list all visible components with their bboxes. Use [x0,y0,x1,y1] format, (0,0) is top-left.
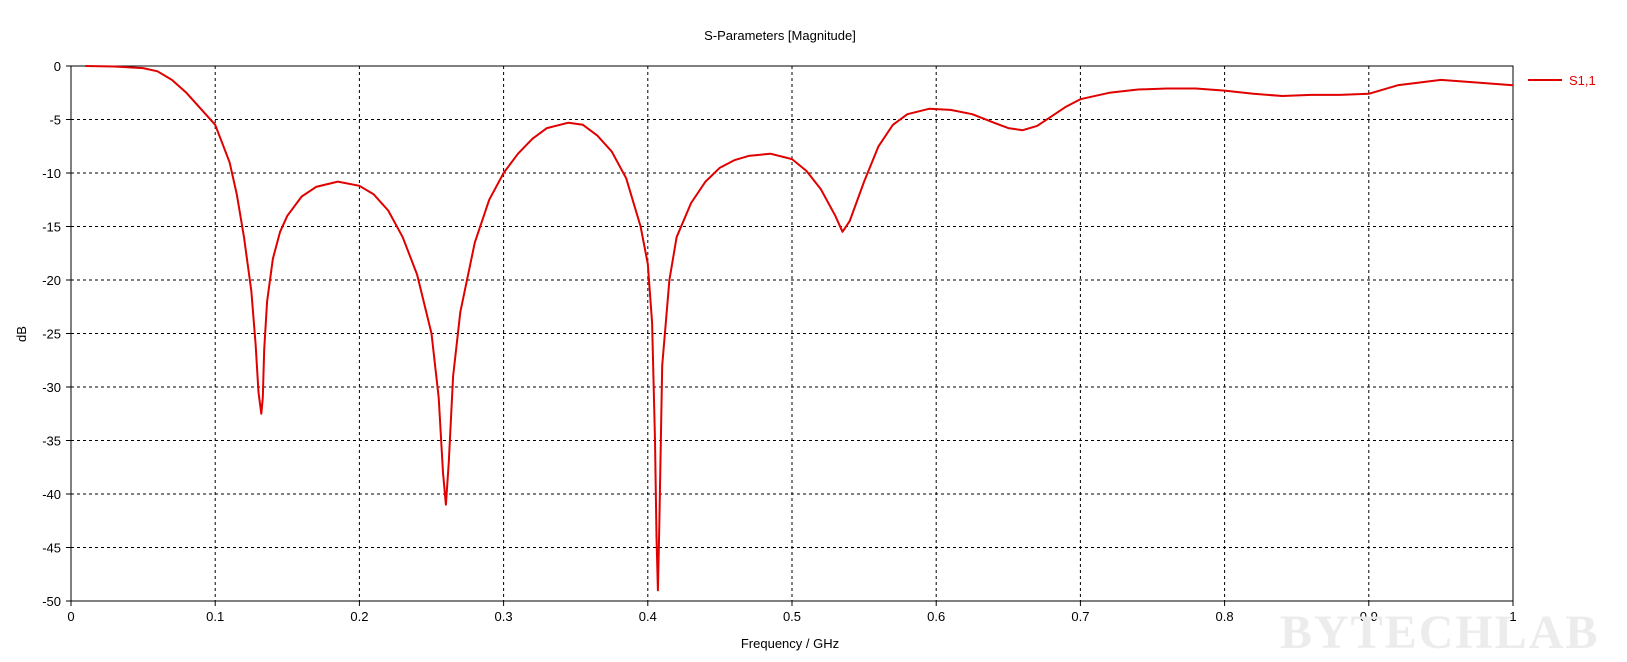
x-tick-label: 0.1 [206,609,224,624]
y-tick-label: 0 [54,59,61,74]
x-tick-label: 0.9 [1360,609,1378,624]
x-tick-label: 0.7 [1071,609,1089,624]
y-tick-label: -50 [42,594,61,609]
y-tick-label: -15 [42,220,61,235]
legend-label: S1,1 [1569,73,1596,88]
watermark: BYTECHLAB [1280,606,1599,659]
x-tick-label: 0.6 [927,609,945,624]
plot-area: 0 0.1 0.2 0.3 0.4 0.5 0.6 0.7 0.8 0.9 1 0 -5 -10 -15 -2… [42,59,1516,624]
x-tick-label: 0.4 [639,609,657,624]
y-tick-label: -45 [42,541,61,556]
x-tick-label: 0.5 [783,609,801,624]
y-tick-label: -40 [42,487,61,502]
legend: S1,1 [1528,73,1596,88]
series-line-s11 [85,65,1514,592]
y-tick-label: -30 [42,380,61,395]
y-tick-label: -20 [42,273,61,288]
y-tick-label: -25 [42,327,61,342]
x-tick-label: 0.8 [1216,609,1234,624]
y-tick-label: -5 [49,113,61,128]
x-tick-label: 0.3 [495,609,513,624]
y-axis-label: dB [14,326,29,342]
y-tick-label: -35 [42,434,61,449]
x-tick-label: 0 [67,609,74,624]
x-axis-label: Frequency / GHz [741,636,839,651]
x-tick-label: 1 [1509,609,1516,624]
y-tick-label: -10 [42,166,61,181]
x-tick-label: 0.2 [350,609,368,624]
chart-title: S-Parameters [Magnitude] [704,28,856,43]
